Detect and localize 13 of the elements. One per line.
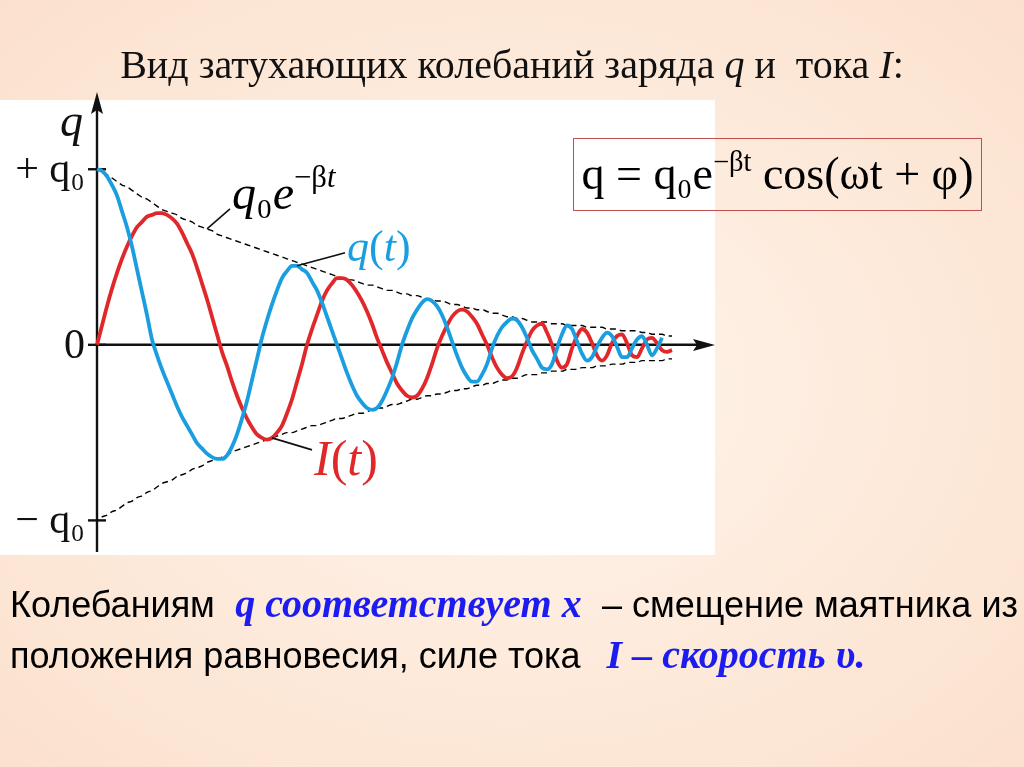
text: − q₀	[15, 496, 86, 543]
text: – смещение маятника из	[602, 584, 1018, 625]
y-axis-title: q	[60, 95, 83, 147]
text: + q₀	[15, 145, 86, 192]
series-label: q(t)	[347, 221, 411, 271]
series-label: I(t)	[313, 429, 378, 486]
text: q соответствует x	[235, 581, 582, 626]
text: Колебаниям	[10, 584, 215, 625]
text: 0	[64, 320, 85, 367]
annotation: q = q₀e$^{−βt}$ cos(ωt + φ)	[581, 146, 974, 199]
text: I – скорость υ.	[606, 632, 866, 677]
text: положения равновесия, силе тока	[10, 635, 581, 676]
chart-title: Вид затухающих колебаний заряда q и тока I:	[120, 42, 904, 87]
